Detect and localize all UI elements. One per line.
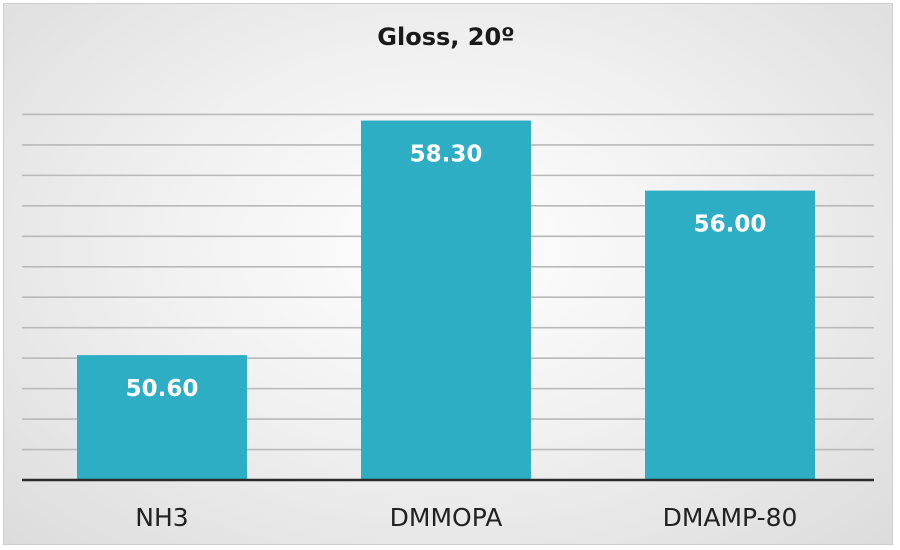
chart-title: Gloss, 20º xyxy=(377,23,514,51)
bar-dmmopa xyxy=(361,120,531,481)
bar-nh3 xyxy=(77,355,247,480)
data-label: 56.00 xyxy=(694,212,767,238)
bars: 50.60 58.30 56.00 xyxy=(77,120,815,481)
category-label: NH3 xyxy=(135,503,188,532)
data-label: 58.30 xyxy=(410,142,483,168)
category-label: DMMOPA xyxy=(390,503,503,532)
category-label: DMAMP-80 xyxy=(663,503,798,532)
category-labels: NH3 DMMOPA DMAMP-80 xyxy=(135,503,797,532)
data-label: 50.60 xyxy=(126,376,199,402)
bar-dmamp-80 xyxy=(645,190,815,480)
